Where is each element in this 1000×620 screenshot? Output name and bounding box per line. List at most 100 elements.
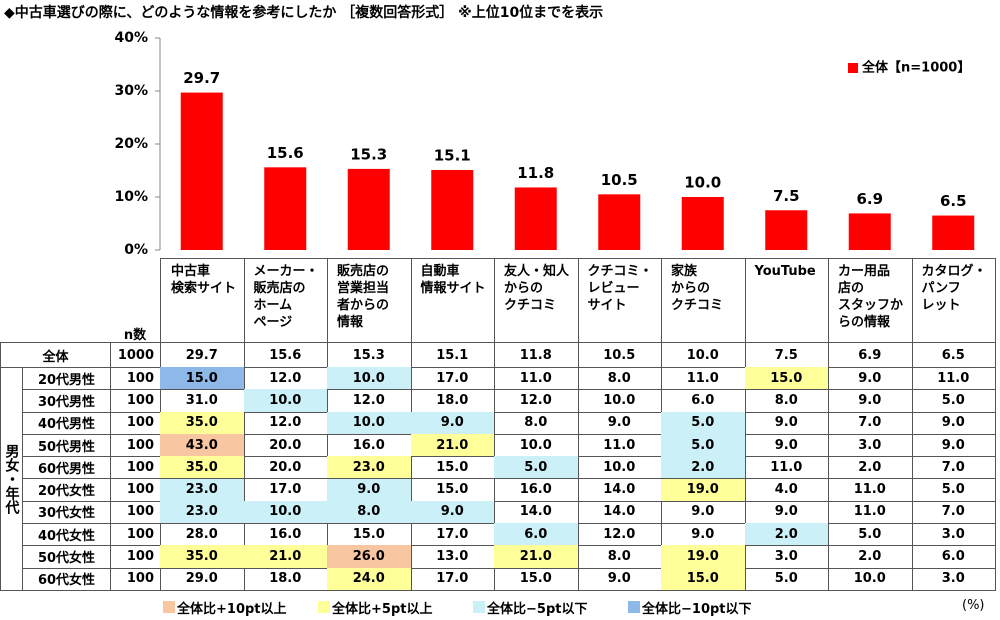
table-cell: 21.0 [410,433,495,458]
column-header: 家族 からの クチコミ [661,258,746,343]
table-cell: 23.0 [160,500,245,525]
table-cell: 16.0 [327,433,412,458]
y-tick-label: 10% [114,189,148,205]
table-cell: 3.0 [911,523,996,547]
table-cell: 14.0 [494,500,579,525]
table-cell: 3.0 [744,545,829,569]
n-cell: 100 [110,478,161,502]
value-label: 11.8 [517,164,554,182]
table-cell: 13.0 [410,545,495,569]
table-cell: 20.0 [243,433,328,458]
group-label: 男女・年代 [0,367,23,591]
n-cell: 100 [110,456,161,480]
table-cell: 8.0 [577,367,662,391]
value-label: 15.6 [267,144,304,162]
row-label: 全体 [0,342,111,368]
title: ◆中古車選びの際に、どのような情報を参考にしたか ［複数回答形式］ ※上位10位… [4,4,603,21]
legend-label: 全体比+5pt以上 [332,602,433,617]
table-cell: 2.0 [744,523,829,547]
table-cell: 10.0 [577,389,662,413]
bar [514,187,557,250]
legend-swatch [628,601,640,613]
table-cell: 10.0 [243,389,328,413]
table-cell: 10.5 [577,342,662,368]
table-cell: 15.0 [160,367,245,391]
bar [848,213,891,250]
table-cell: 21.0 [243,545,328,569]
n-cell: 100 [110,500,161,525]
legend-label: 全体比−5pt以下 [487,602,588,617]
table-cell: 6.0 [661,389,746,413]
legend-swatch [848,63,858,73]
row-label: 60代女性 [22,567,111,591]
table-cell: 17.0 [410,567,495,591]
table-cell: 15.0 [494,567,579,591]
table-cell: 15.0 [410,478,495,502]
value-label: 15.1 [434,146,471,164]
bar [932,215,975,250]
table-cell: 9.0 [911,411,996,435]
table-cell: 5.0 [744,567,829,591]
y-tick-label: 0% [124,242,148,258]
table-cell: 11.0 [661,367,746,391]
legend-label: 全体比+10pt以上 [177,602,287,617]
table-cell: 16.0 [494,478,579,502]
table-cell: 5.0 [661,433,746,458]
table-cell: 11.0 [744,456,829,480]
table-cell: 11.8 [494,342,579,368]
column-header: 友人・知人 からの クチコミ [494,258,579,343]
table-cell: 3.0 [828,433,913,458]
legend-label: 全体【n=1000】 [861,60,970,76]
table-cell: 35.0 [160,411,245,435]
value-label: 29.7 [183,69,220,87]
n-cell: 100 [110,367,161,391]
table-cell: 43.0 [160,433,245,458]
table-cell: 12.0 [243,411,328,435]
table-cell: 10.0 [327,367,412,391]
table-cell: 11.0 [577,433,662,458]
table-cell: 9.0 [661,523,746,547]
bar [598,194,641,250]
table-cell: 19.0 [661,478,746,502]
n-cell: 100 [110,411,161,435]
bar [264,167,307,250]
table-cell: 15.0 [661,567,746,591]
table-cell: 15.1 [410,342,495,368]
n-header: n数 [123,328,147,343]
legend-swatch [473,601,485,613]
n-cell: 100 [110,545,161,569]
table-cell: 29.0 [160,567,245,591]
table-cell: 15.0 [744,367,829,391]
table-cell: 17.0 [243,478,328,502]
legend-swatch [163,601,175,613]
table-cell: 9.0 [410,500,495,525]
y-tick-label: 20% [114,136,148,152]
table-cell: 28.0 [160,523,245,547]
table-cell: 9.0 [577,567,662,591]
y-tick-label: 30% [114,83,148,99]
bar [180,92,223,250]
row-label: 60代男性 [22,456,111,480]
column-header: カタログ・ パンフ レット [911,258,996,343]
table-cell: 9.0 [744,433,829,458]
table-cell: 9.0 [577,411,662,435]
table-cell: 6.9 [828,342,913,368]
table-cell: 9.0 [828,389,913,413]
table-cell: 14.0 [577,478,662,502]
table-cell: 6.5 [911,342,996,368]
value-label: 6.5 [940,192,967,210]
row-label: 50代男性 [22,433,111,458]
row-label: 20代男性 [22,367,111,391]
table-cell: 9.0 [911,433,996,458]
table-cell: 15.0 [327,523,412,547]
value-label: 6.9 [856,190,883,208]
table-cell: 5.0 [661,411,746,435]
column-header: クチコミ・ レビュー サイト [577,258,662,343]
table-cell: 20.0 [243,456,328,480]
table-cell: 7.0 [911,456,996,480]
table-cell: 9.0 [744,411,829,435]
table-cell: 9.0 [828,367,913,391]
table-cell: 16.0 [243,523,328,547]
table-cell: 10.0 [243,500,328,525]
table-cell: 12.0 [327,389,412,413]
